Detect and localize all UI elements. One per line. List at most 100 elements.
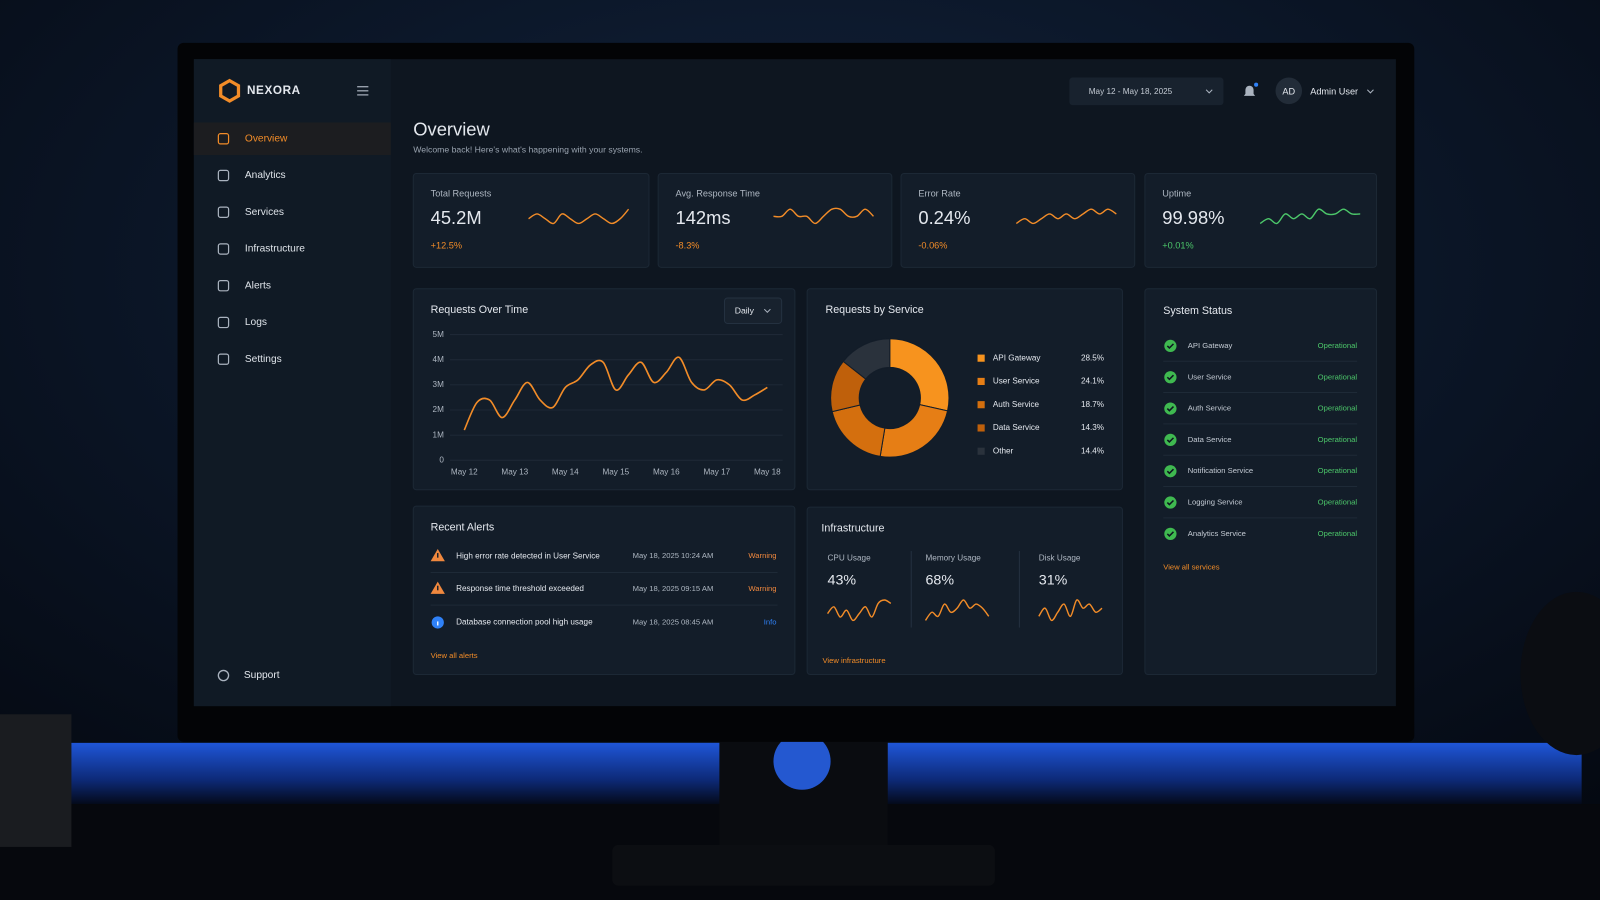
nav-icon xyxy=(217,353,230,365)
legend-label: Data Service xyxy=(993,423,1040,432)
x-tick-label: May 14 xyxy=(552,468,579,477)
dropdown[interactable] xyxy=(723,297,783,324)
nav-icon xyxy=(217,316,230,329)
kpi-label: Avg. Response Time xyxy=(676,188,760,198)
legend-label: Other xyxy=(993,446,1014,455)
nav-active-bg xyxy=(193,122,391,156)
donut-segment xyxy=(889,338,950,412)
service-name: Analytics Service xyxy=(1188,529,1246,538)
card xyxy=(412,288,796,491)
menu-button[interactable] xyxy=(357,86,369,96)
kpi-value: 0.24% xyxy=(918,207,970,228)
alert-level: Warning xyxy=(748,551,776,560)
notification-dot xyxy=(1254,82,1259,87)
x-tick-label: May 18 xyxy=(754,468,781,477)
sparkline xyxy=(1038,599,1103,622)
plant-pot xyxy=(0,714,72,847)
y-tick-label: 3M xyxy=(433,380,445,389)
card-link[interactable]: View infrastructure xyxy=(822,656,885,665)
alert-time: May 18, 2025 10:24 AM xyxy=(633,551,714,560)
x-tick-label: May 12 xyxy=(451,468,478,477)
bell-icon[interactable] xyxy=(1243,85,1256,96)
sparkline xyxy=(773,207,874,225)
x-tick-label: May 16 xyxy=(653,468,680,477)
sparkline xyxy=(528,208,630,225)
metric-label: CPU Usage xyxy=(828,553,872,562)
speaker xyxy=(1520,591,1600,756)
legend-label: User Service xyxy=(993,377,1040,386)
stand-reflection xyxy=(773,732,831,790)
x-tick-label: May 17 xyxy=(703,468,730,477)
nav-item[interactable]: Settings xyxy=(245,354,282,365)
alert-time: May 18, 2025 09:15 AM xyxy=(633,584,714,593)
dropdown-label: Daily xyxy=(735,306,755,316)
support-link[interactable]: Support xyxy=(244,670,280,681)
nav-item[interactable]: Alerts xyxy=(245,280,271,291)
sparkline xyxy=(826,599,892,622)
check xyxy=(1166,374,1175,381)
metric-value: 31% xyxy=(1039,572,1068,588)
nav-item[interactable]: Infrastructure xyxy=(245,244,305,255)
card-link[interactable]: View all services xyxy=(1163,562,1220,571)
card xyxy=(412,172,650,268)
card xyxy=(412,505,796,675)
nav-item[interactable]: Logs xyxy=(245,317,267,328)
kpi-change: -0.06% xyxy=(918,240,947,250)
legend-swatch xyxy=(977,354,985,362)
value-label: 14.4% xyxy=(1081,446,1104,455)
sparkline xyxy=(1259,208,1361,225)
value-label: 18.7% xyxy=(1081,400,1104,409)
y-tick-label: 5M xyxy=(433,330,445,339)
alert-level: Info xyxy=(764,617,777,626)
brand: NEXORA xyxy=(247,84,301,97)
legend-swatch xyxy=(977,377,985,385)
legend-swatch xyxy=(977,401,985,409)
y-tick-label: 0 xyxy=(439,455,444,464)
user-name[interactable]: Admin User xyxy=(1310,86,1358,96)
check xyxy=(1166,405,1175,412)
chevron xyxy=(1366,89,1374,94)
value-label: 24.1% xyxy=(1081,377,1104,386)
chevron xyxy=(763,308,771,313)
alert-time: May 18, 2025 08:45 AM xyxy=(633,617,714,626)
alert-message: Response time threshold exceeded xyxy=(456,584,584,593)
kpi-value: 99.98% xyxy=(1162,207,1224,228)
alert-level: Warning xyxy=(748,584,776,593)
sparkline xyxy=(924,599,990,621)
service-name: Auth Service xyxy=(1188,404,1231,413)
donut-segment xyxy=(842,338,891,380)
x-tick-label: May 15 xyxy=(602,468,629,477)
card-link[interactable]: View all alerts xyxy=(431,651,478,660)
nav-item[interactable]: Analytics xyxy=(245,170,286,181)
avatar[interactable] xyxy=(1275,77,1303,105)
metric-value: 68% xyxy=(926,572,955,588)
kpi-change: -8.3% xyxy=(676,240,700,250)
legend-label: API Gateway xyxy=(993,353,1042,362)
check xyxy=(1166,499,1175,506)
kpi-value: 45.2M xyxy=(431,207,482,228)
check xyxy=(1166,531,1175,538)
card xyxy=(806,506,1123,675)
support-icon xyxy=(217,669,230,682)
value-label: 28.5% xyxy=(1081,353,1104,362)
service-name: Data Service xyxy=(1188,435,1232,444)
nav-item[interactable]: Services xyxy=(245,207,284,218)
service-name: Logging Service xyxy=(1188,498,1243,507)
x-tick-label: May 13 xyxy=(501,468,528,477)
card xyxy=(900,172,1136,268)
page-title: Overview xyxy=(413,118,490,139)
metric-label: Disk Usage xyxy=(1039,553,1081,562)
service-status: Operational xyxy=(1318,341,1358,350)
service-name: API Gateway xyxy=(1188,341,1233,350)
logo-icon xyxy=(219,78,241,103)
alert-message: Database connection pool high usage xyxy=(456,618,593,627)
date-picker[interactable] xyxy=(1069,77,1224,106)
check xyxy=(1166,343,1175,350)
alert-message: High error rate detected in User Service xyxy=(456,551,600,560)
card-title: Infrastructure xyxy=(821,522,884,534)
y-tick-label: 4M xyxy=(433,355,445,364)
kpi-value: 142ms xyxy=(676,207,731,228)
nav-icon xyxy=(217,133,230,145)
nav-item[interactable]: Overview xyxy=(245,133,288,144)
